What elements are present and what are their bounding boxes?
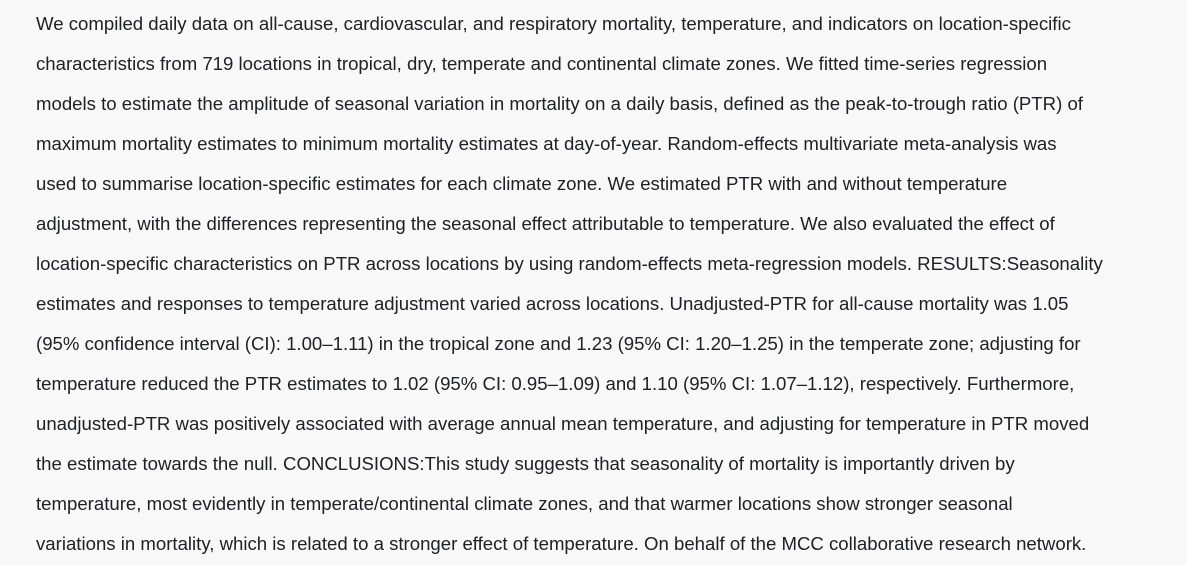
abstract-line: estimates and responses to temperature a…: [36, 293, 1069, 314]
abstract-line: We compiled daily data on all-cause, car…: [36, 13, 1071, 34]
abstract-paragraph: We compiled daily data on all-cause, car…: [36, 4, 1186, 564]
abstract-line: (95% confidence interval (CI): 1.00–1.11…: [36, 333, 1081, 354]
abstract-line: adjustment, with the differences represe…: [36, 213, 1055, 234]
abstract-line: models to estimate the amplitude of seas…: [36, 93, 1083, 114]
abstract-line: characteristics from 719 locations in tr…: [36, 53, 1048, 74]
abstract-line: variations in mortality, which is relate…: [36, 533, 1087, 554]
abstract-line: unadjusted-PTR was positively associated…: [36, 413, 1090, 434]
abstract-line: used to summarise location-specific esti…: [36, 173, 1008, 194]
abstract-line: temperature, most evidently in temperate…: [36, 493, 1013, 514]
abstract-line: the estimate towards the null. CONCLUSIO…: [36, 453, 1015, 474]
abstract-line: location-specific characteristics on PTR…: [36, 253, 1103, 274]
abstract-line: temperature reduced the PTR estimates to…: [36, 373, 1075, 394]
abstract-line: maximum mortality estimates to minimum m…: [36, 133, 1057, 154]
